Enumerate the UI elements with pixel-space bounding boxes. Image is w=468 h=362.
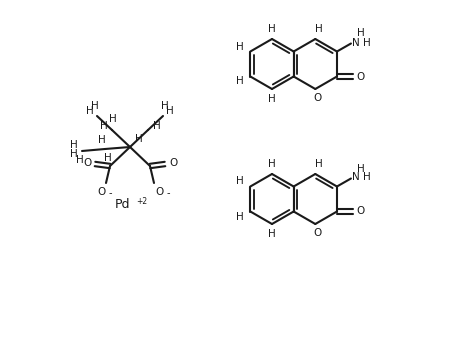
Text: H: H	[268, 159, 276, 169]
Text: +2: +2	[136, 198, 147, 206]
Text: -: -	[108, 188, 112, 198]
Text: H: H	[357, 164, 365, 173]
Text: H: H	[135, 134, 143, 144]
Text: H: H	[268, 229, 276, 239]
Text: O: O	[357, 206, 365, 216]
Text: H: H	[86, 106, 94, 116]
Text: H: H	[315, 159, 323, 169]
Text: H: H	[104, 153, 112, 163]
Text: H: H	[315, 24, 323, 34]
Text: O: O	[169, 158, 177, 168]
Text: H: H	[363, 173, 371, 182]
Text: H: H	[268, 94, 276, 104]
Text: H: H	[268, 24, 276, 34]
Text: N: N	[352, 173, 360, 182]
Text: H: H	[109, 114, 117, 124]
Text: H: H	[236, 211, 244, 222]
Text: O: O	[357, 72, 365, 81]
Text: O: O	[313, 93, 322, 103]
Text: H: H	[70, 140, 78, 150]
Text: H: H	[98, 135, 106, 145]
Text: O: O	[97, 187, 105, 197]
Text: H: H	[91, 101, 99, 111]
Text: H: H	[236, 177, 244, 186]
Text: H: H	[236, 42, 244, 51]
Text: H: H	[166, 106, 174, 116]
Text: H: H	[363, 38, 371, 47]
Text: N: N	[352, 38, 360, 47]
Text: H: H	[70, 149, 78, 159]
Text: H: H	[76, 155, 84, 165]
Text: O: O	[83, 158, 91, 168]
Text: H: H	[100, 121, 108, 131]
Text: O: O	[156, 187, 164, 197]
Text: H: H	[357, 29, 365, 38]
Text: -: -	[166, 188, 170, 198]
Text: H: H	[236, 76, 244, 87]
Text: O: O	[313, 228, 322, 238]
Text: H: H	[153, 121, 161, 131]
Text: Pd: Pd	[115, 198, 131, 210]
Text: H: H	[161, 101, 169, 111]
